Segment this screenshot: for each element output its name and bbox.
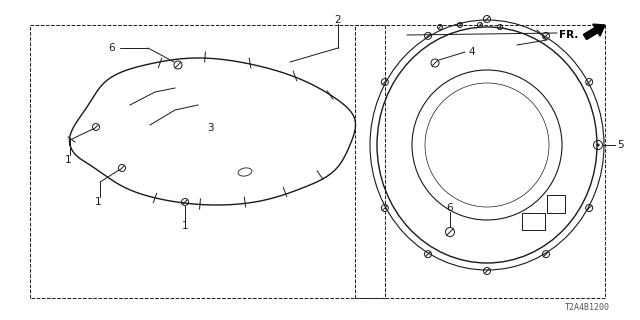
Text: 2: 2 [335, 15, 341, 25]
Text: 1: 1 [65, 155, 71, 165]
Text: 3: 3 [207, 123, 213, 133]
Text: FR.: FR. [559, 30, 578, 40]
Text: T2A4B1200: T2A4B1200 [565, 303, 610, 312]
Text: 6: 6 [447, 203, 453, 213]
Text: 6: 6 [109, 43, 115, 53]
Text: 5: 5 [618, 140, 624, 150]
FancyArrow shape [584, 24, 605, 40]
Circle shape [596, 143, 600, 147]
Text: 4: 4 [468, 47, 476, 57]
Text: 1: 1 [182, 221, 188, 231]
Text: 1: 1 [95, 197, 101, 207]
